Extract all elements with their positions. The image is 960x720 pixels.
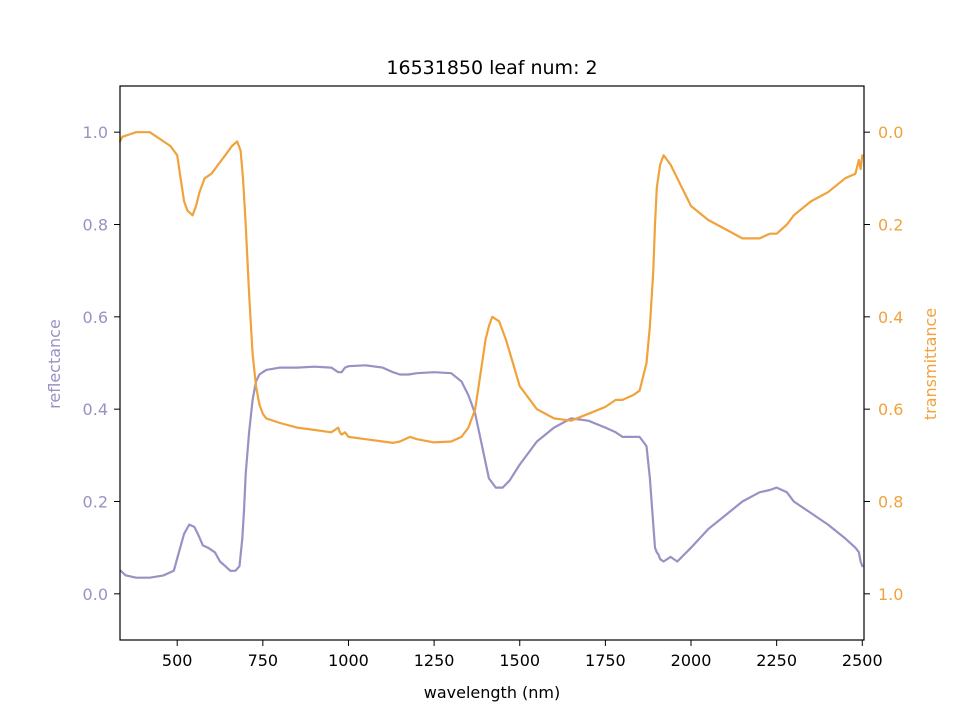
x-axis: 500 750 1000 1250 1500 1750 2000 2250 2500 xyxy=(162,640,883,670)
right-y-tick-label: 0.6 xyxy=(878,400,903,419)
left-y-axis-label: reflectance xyxy=(45,319,64,409)
left-y-tick-label: 0.4 xyxy=(83,400,108,419)
x-tick-label: 750 xyxy=(248,651,279,670)
left-y-tick-label: 0.6 xyxy=(83,308,108,327)
left-y-tick-label: 1.0 xyxy=(83,123,108,142)
transmittance-line xyxy=(118,131,864,444)
left-y-tick-label: 0.0 xyxy=(83,585,108,604)
right-y-tick-label: 0.0 xyxy=(878,123,903,142)
left-y-tick-label: 0.8 xyxy=(83,216,108,235)
x-tick-label: 500 xyxy=(162,651,193,670)
left-y-tick-label: 0.2 xyxy=(83,493,108,512)
right-y-tick-label: 0.4 xyxy=(878,308,903,327)
x-tick-label: 2500 xyxy=(842,651,883,670)
x-tick-label: 1500 xyxy=(499,651,540,670)
plot-frame xyxy=(119,85,865,641)
right-y-tick-label: 0.8 xyxy=(878,493,903,512)
right-y-axis-label: transmittance xyxy=(921,308,940,420)
x-axis-label: wavelength (nm) xyxy=(424,683,561,702)
x-tick-label: 1250 xyxy=(414,651,455,670)
right-y-axis: 0.0 0.2 0.4 0.6 0.8 1.0 xyxy=(864,123,903,604)
x-tick-label: 2000 xyxy=(671,651,712,670)
reflectance-line xyxy=(119,364,864,579)
chart-title: 16531850 leaf num: 2 xyxy=(386,57,597,79)
x-tick-label: 1750 xyxy=(585,651,626,670)
right-y-tick-label: 0.2 xyxy=(878,216,903,235)
x-tick-label: 1000 xyxy=(328,651,369,670)
series-layer xyxy=(118,131,864,579)
x-tick-label: 2250 xyxy=(756,651,797,670)
left-y-axis: 0.0 0.2 0.4 0.6 0.8 1.0 xyxy=(83,123,120,604)
right-y-tick-label: 1.0 xyxy=(878,585,903,604)
